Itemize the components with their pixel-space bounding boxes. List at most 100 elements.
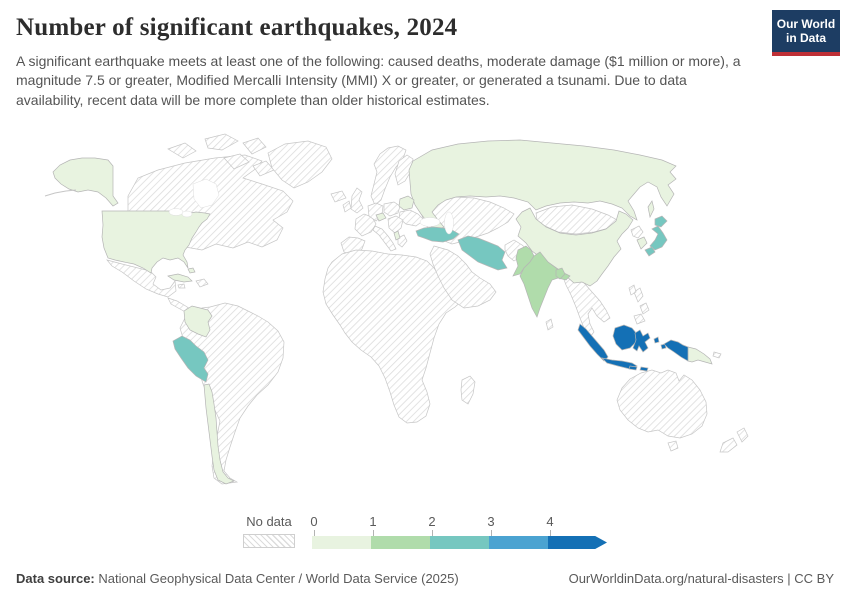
hudson-bay (192, 178, 220, 209)
island-jamaica[interactable] (177, 283, 186, 289)
country-albania[interactable] (393, 230, 401, 241)
arctic-island[interactable] (204, 133, 239, 151)
great-lakes (168, 208, 184, 216)
legend-tick-label-2: 2 (428, 514, 436, 529)
legend-bin-3[interactable] (489, 536, 548, 549)
country-bangladesh[interactable] (555, 267, 566, 280)
legend-color-bar (312, 536, 607, 549)
country-madagascar[interactable] (460, 375, 476, 405)
owid-logo[interactable]: Our World in Data (772, 10, 840, 56)
country-ireland[interactable] (342, 200, 352, 213)
legend-colorbar: 0 1 2 3 4 (310, 514, 612, 556)
country-bahamas[interactable] (187, 267, 196, 274)
data-source: Data source: National Geophysical Data C… (16, 571, 459, 586)
country-colombia[interactable] (183, 305, 213, 338)
country-russia[interactable] (408, 139, 677, 232)
country-japan[interactable] (644, 246, 656, 257)
country-australia[interactable] (616, 369, 708, 439)
data-source-label: Data source: (16, 571, 95, 586)
island-tasmania[interactable] (667, 440, 679, 452)
country-south-korea[interactable] (636, 236, 648, 250)
black-sea (419, 217, 441, 227)
country-chile[interactable] (203, 383, 235, 485)
arctic-island[interactable] (167, 142, 197, 159)
country-cuba[interactable] (167, 273, 193, 283)
region-africa[interactable] (322, 249, 465, 424)
country-iran[interactable] (457, 235, 508, 271)
country-north-korea[interactable] (630, 225, 644, 239)
country-united-kingdom[interactable] (350, 187, 364, 214)
country-finland[interactable] (394, 154, 414, 186)
legend-tick (550, 530, 551, 536)
island-sakhalin[interactable] (647, 200, 655, 219)
legend-no-data: No data (243, 514, 295, 548)
country-philippines[interactable] (639, 302, 650, 315)
region-middle-east[interactable] (429, 245, 497, 309)
country-iceland[interactable] (330, 190, 347, 203)
data-source-value[interactable]: National Geophysical Data Center / World… (98, 571, 459, 586)
legend-bin-4-arrow[interactable] (548, 536, 607, 549)
legend-tick (491, 530, 492, 536)
owid-logo-line2: in Data (785, 31, 826, 46)
country-usa-alaska[interactable] (52, 157, 119, 207)
country-new-zealand[interactable] (736, 427, 749, 443)
country-philippines[interactable] (633, 313, 646, 325)
country-peru[interactable] (172, 335, 209, 383)
country-united-states[interactable] (101, 210, 211, 274)
country-greenland[interactable] (267, 140, 333, 189)
arctic-island[interactable] (223, 153, 250, 170)
country-indonesia-lesser-sunda[interactable] (639, 366, 649, 372)
country-austria[interactable] (375, 212, 387, 222)
country-new-zealand[interactable] (719, 437, 738, 453)
island-hispaniola[interactable] (195, 278, 209, 288)
country-indonesia-west-papua[interactable] (663, 339, 689, 362)
page-title: Number of significant earthquakes, 2024 (16, 14, 458, 41)
great-lakes (181, 210, 193, 218)
country-japan[interactable] (649, 225, 668, 251)
arctic-island[interactable] (242, 137, 267, 155)
country-sri-lanka[interactable] (545, 318, 554, 331)
legend-bin-1[interactable] (371, 536, 430, 549)
country-china[interactable] (515, 207, 634, 287)
caspian-sea (444, 211, 454, 235)
chart-subtitle: A significant earthquake meets at least … (16, 53, 741, 108)
legend-tick-label-1: 1 (369, 514, 377, 529)
map-legend: No data 0 1 2 3 4 (243, 514, 623, 556)
country-taiwan[interactable] (628, 284, 637, 296)
country-italy[interactable] (372, 225, 397, 252)
country-belarus[interactable] (398, 195, 415, 211)
legend-tick (314, 530, 315, 536)
legend-bin-0[interactable] (312, 536, 371, 549)
country-papua-new-guinea[interactable] (687, 346, 713, 365)
region-balkans[interactable] (387, 215, 404, 234)
no-data-regions (106, 133, 749, 485)
country-indonesia-moluccas[interactable] (660, 343, 667, 350)
island-new-britain[interactable] (712, 351, 722, 359)
country-indonesia-java[interactable] (600, 357, 638, 370)
country-japan[interactable] (654, 215, 668, 228)
country-india[interactable] (519, 251, 571, 318)
country-indonesia-lesser-sunda[interactable] (628, 365, 638, 371)
aleutian-islands (44, 189, 77, 197)
bin-4-countries (577, 323, 689, 372)
bin-1-countries (512, 245, 571, 318)
country-philippines[interactable] (633, 287, 644, 303)
country-poland[interactable] (383, 201, 401, 217)
legend-no-data-swatch[interactable] (243, 534, 295, 548)
credit-link[interactable]: OurWorldinData.org/natural-disasters | C… (568, 571, 834, 586)
country-france[interactable] (354, 213, 377, 237)
legend-tick-label-4: 4 (546, 514, 554, 529)
owid-logo-line1: Our World (776, 17, 836, 31)
chart-footer: Data source: National Geophysical Data C… (16, 571, 834, 586)
legend-bin-2[interactable] (430, 536, 489, 549)
region-southeast-asia[interactable] (562, 271, 611, 338)
country-indonesia-moluccas[interactable] (653, 336, 660, 344)
legend-tick-label-0: 0 (310, 514, 318, 529)
country-mexico[interactable] (106, 259, 177, 298)
country-indonesia-sulawesi[interactable] (632, 329, 651, 353)
country-indonesia-borneo[interactable] (612, 324, 638, 351)
region-scandinavia[interactable] (370, 145, 407, 206)
legend-tick-label-3: 3 (487, 514, 495, 529)
legend-tick (373, 530, 374, 536)
